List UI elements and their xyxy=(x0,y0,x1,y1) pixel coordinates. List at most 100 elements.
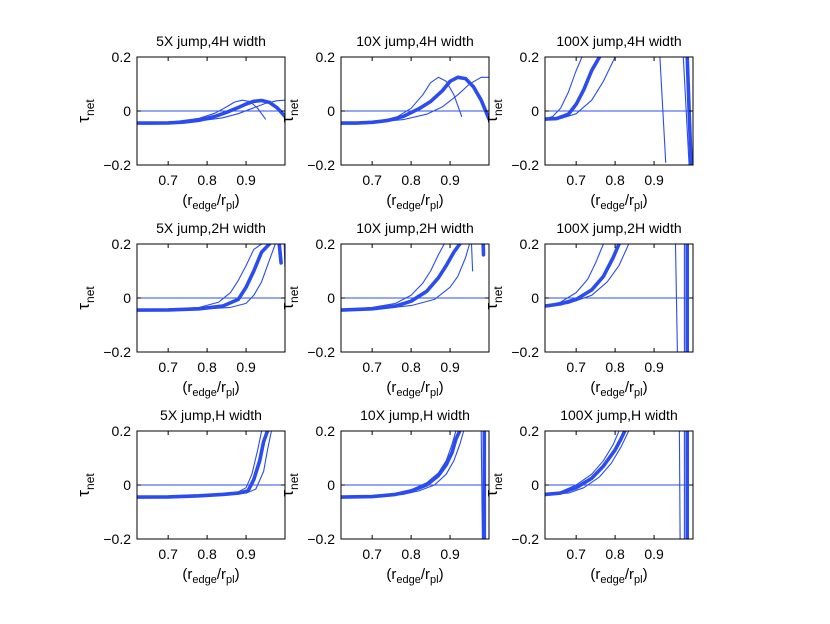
xlabel-sub-edge: edge xyxy=(600,200,624,212)
ylabel-sub-net: net xyxy=(287,473,301,490)
y-tick-label: 0 xyxy=(531,290,539,306)
x-tick-label: 0.9 xyxy=(644,546,664,562)
x-tick-label: 0.7 xyxy=(362,172,382,188)
y-tick-label: −0.2 xyxy=(103,531,131,547)
y-tick-label: 0 xyxy=(327,290,335,306)
y-tick-label: −0.2 xyxy=(307,531,335,547)
y-tick-label: 0.2 xyxy=(112,236,132,252)
x-tick-label: 0.9 xyxy=(440,172,460,188)
series-group xyxy=(341,431,489,539)
y-axis-label: τnet xyxy=(482,473,505,497)
xlabel-mid: /r xyxy=(217,192,226,209)
series-line-3 xyxy=(545,244,630,307)
series-line-1 xyxy=(545,57,602,121)
x-tick-label: 0.9 xyxy=(236,546,256,562)
xlabel-sub-pl: pl xyxy=(226,387,235,399)
y-tick-label: 0.2 xyxy=(316,423,336,439)
series-group xyxy=(341,244,489,312)
xlabel-sub-edge: edge xyxy=(396,387,420,399)
ylabel-tau: τ xyxy=(482,116,501,123)
series-line-2 xyxy=(341,431,457,498)
xlabel-sub-pl: pl xyxy=(226,574,235,586)
xlabel-open: (r xyxy=(386,379,396,396)
y-tick-label: 0 xyxy=(327,103,335,119)
y-tick-label: 0 xyxy=(123,477,131,493)
y-axis-label: τnet xyxy=(278,286,301,310)
x-tick-label: 0.7 xyxy=(566,172,586,188)
ylabel-tau: τ xyxy=(74,303,93,310)
y-tick-label: −0.2 xyxy=(307,344,335,360)
x-tick-label: 0.9 xyxy=(236,359,256,375)
subplot-5: 0.7 0.8 0.9 −0.2 0 0.2 10X jump,2H width (redge… xyxy=(278,220,490,399)
ylabel-sub-net: net xyxy=(83,473,97,490)
x-tick-label: 0.9 xyxy=(440,546,460,562)
y-tick-label: 0 xyxy=(531,477,539,493)
y-tick-label: 0.2 xyxy=(520,423,540,439)
xlabel-mid: /r xyxy=(421,192,430,209)
series-group xyxy=(341,75,489,125)
series-line-6 xyxy=(682,57,690,165)
series-line-4 xyxy=(480,431,483,539)
xlabel-sub-pl: pl xyxy=(430,387,439,399)
series-line-1 xyxy=(341,244,462,312)
y-tick-label: −0.2 xyxy=(511,344,539,360)
xlabel-close: ) xyxy=(439,566,444,583)
y-axis-label: τnet xyxy=(278,473,301,497)
y-axis-label: τnet xyxy=(482,99,505,123)
subplot-7: 0.7 0.8 0.9 −0.2 0 0.2 5X jump,H width (redge/r… xyxy=(74,407,286,586)
ylabel-tau: τ xyxy=(74,116,93,123)
subplot-9: 0.7 0.8 0.9 −0.2 0 0.2 100X jump,H width (redge… xyxy=(482,407,694,586)
y-tick-label: 0.2 xyxy=(112,49,132,65)
series-line-1 xyxy=(341,75,489,125)
series-line-2 xyxy=(545,244,604,307)
ylabel-tau: τ xyxy=(482,490,501,497)
x-tick-label: 0.8 xyxy=(605,546,625,562)
xlabel-sub-pl: pl xyxy=(634,387,643,399)
chart-title: 5X jump,4H width xyxy=(156,33,266,49)
chart-title: 5X jump,2H width xyxy=(156,220,266,236)
x-axis-label: (redge/rpl) xyxy=(590,379,647,399)
series-group xyxy=(545,244,693,352)
subplot-3: 0.7 0.8 0.9 −0.2 0 0.2 100X jump,4H width (redg… xyxy=(482,33,694,212)
chart-title: 100X jump,H width xyxy=(560,407,678,423)
xlabel-close: ) xyxy=(439,379,444,396)
series-group xyxy=(137,244,285,312)
series-line-4 xyxy=(277,244,283,265)
series-line-2 xyxy=(341,76,463,124)
y-tick-label: −0.2 xyxy=(307,157,335,173)
series-line-3 xyxy=(341,244,471,311)
series-line-4 xyxy=(659,57,667,163)
xlabel-close: ) xyxy=(235,566,240,583)
y-axis-label: τnet xyxy=(278,99,301,123)
y-tick-label: −0.2 xyxy=(511,531,539,547)
ylabel-sub-net: net xyxy=(491,473,505,490)
series-line-2 xyxy=(545,431,620,495)
x-tick-label: 0.7 xyxy=(566,546,586,562)
x-axis-label: (redge/rpl) xyxy=(590,566,647,586)
x-tick-label: 0.8 xyxy=(197,546,217,562)
series-line-1 xyxy=(545,431,627,497)
ylabel-tau: τ xyxy=(74,490,93,497)
series-line-3 xyxy=(137,431,272,498)
ylabel-sub-net: net xyxy=(491,99,505,116)
x-axis-label: (redge/rpl) xyxy=(182,566,239,586)
xlabel-sub-edge: edge xyxy=(396,574,420,586)
ylabel-tau: τ xyxy=(278,116,297,123)
subplot-2: 0.7 0.8 0.9 −0.2 0 0.2 10X jump,4H width (redge… xyxy=(278,33,490,212)
x-tick-label: 0.8 xyxy=(401,546,421,562)
chart-title: 10X jump,4H width xyxy=(356,33,474,49)
xlabel-mid: /r xyxy=(217,379,226,396)
x-tick-label: 0.7 xyxy=(158,546,178,562)
xlabel-sub-edge: edge xyxy=(600,574,624,586)
y-axis-label: τnet xyxy=(74,99,97,123)
xlabel-sub-pl: pl xyxy=(634,200,643,212)
series-line-3 xyxy=(341,76,489,124)
x-axis-label: (redge/rpl) xyxy=(182,379,239,399)
xlabel-sub-pl: pl xyxy=(634,574,643,586)
x-axis-label: (redge/rpl) xyxy=(386,192,443,212)
y-tick-label: −0.2 xyxy=(103,157,131,173)
y-tick-label: −0.2 xyxy=(103,344,131,360)
ylabel-sub-net: net xyxy=(83,99,97,116)
series-group xyxy=(137,98,285,125)
